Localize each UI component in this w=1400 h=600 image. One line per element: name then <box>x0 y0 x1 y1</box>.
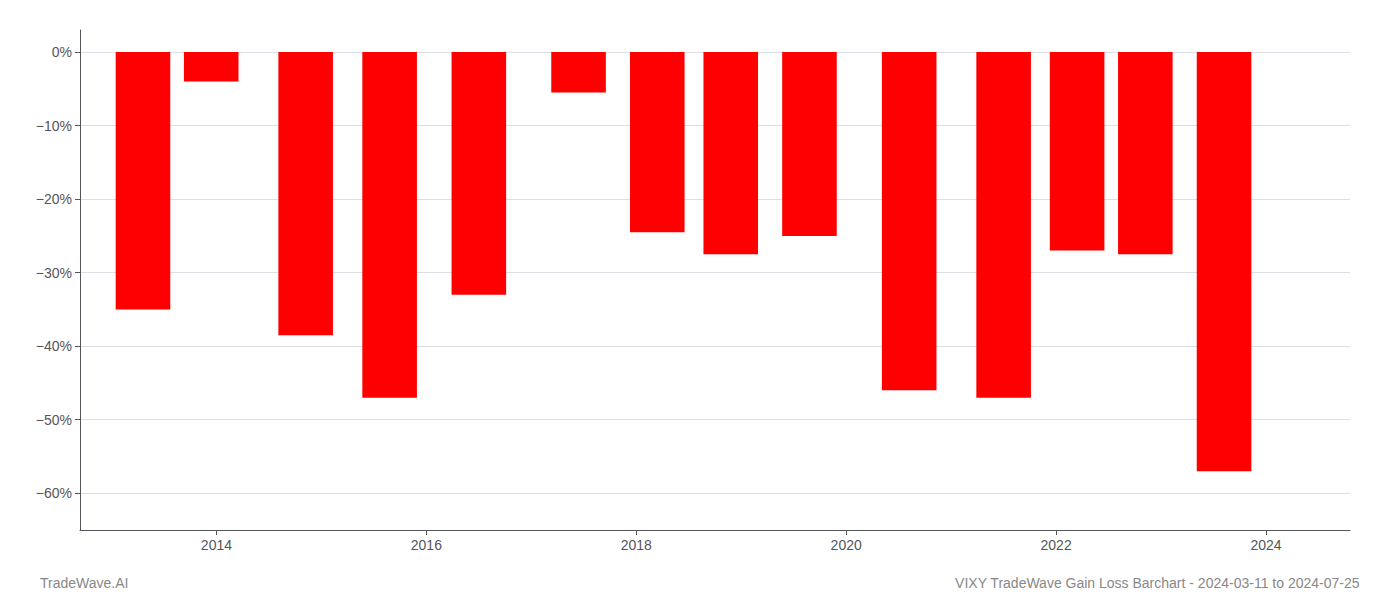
svg-text:−40%: −40% <box>36 338 72 354</box>
svg-text:2014: 2014 <box>201 537 232 553</box>
svg-text:TradeWave.AI: TradeWave.AI <box>40 575 128 591</box>
svg-text:−60%: −60% <box>36 485 72 501</box>
svg-text:−10%: −10% <box>36 118 72 134</box>
svg-text:−50%: −50% <box>36 412 72 428</box>
svg-text:2024: 2024 <box>1250 537 1281 553</box>
svg-text:2018: 2018 <box>621 537 652 553</box>
svg-text:−20%: −20% <box>36 191 72 207</box>
svg-text:0%: 0% <box>52 44 72 60</box>
svg-text:2020: 2020 <box>831 537 862 553</box>
svg-text:2022: 2022 <box>1041 537 1072 553</box>
svg-text:2016: 2016 <box>411 537 442 553</box>
svg-text:VIXY TradeWave Gain Loss Barch: VIXY TradeWave Gain Loss Barchart - 2024… <box>955 575 1360 591</box>
svg-text:−30%: −30% <box>36 265 72 281</box>
